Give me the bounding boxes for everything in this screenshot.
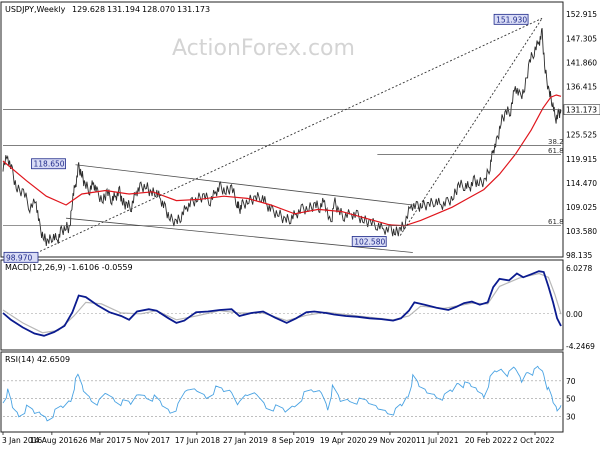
rsi-lines [2,365,562,422]
price-label: 102.580 [351,236,387,247]
macd-line [2,270,562,337]
rsi-y-tick: 30 [566,413,576,422]
price-label: 151.930 [493,13,529,25]
channel-line [75,164,413,206]
price-header-symbol: USDJPY,Weekly [5,5,66,14]
price-label: 98.970 [3,251,39,263]
price-y-tick: 119.915 [566,155,597,164]
price-header-close: 131.173 [177,5,210,14]
x-tick-label: 26 Mar 2017 [78,436,126,445]
price-label-text: 98.970 [6,253,32,262]
price-y-tick: 136.415 [566,83,597,92]
rsi-header: RSI(14) 42.6509 [5,355,70,364]
x-tick-label: 3 Jan 2016 [2,436,42,445]
rsi-panel-frame [0,351,564,433]
price-y-tick: 114.470 [566,179,597,188]
x-tick-label: 5 Nov 2017 [127,436,170,445]
price-label-text: 151.930 [496,15,527,24]
x-tick-label: 29 Nov 2020 [368,436,416,445]
moving-average-line [2,94,562,227]
channel-line [66,217,413,253]
price-y-tick: 141.860 [566,59,597,68]
macd-lines [2,270,562,337]
price-label-box [351,236,387,247]
price-y-tick: 98.135 [566,251,592,260]
x-tick-label: 14 Aug 2016 [30,436,78,445]
macd-signal-line [2,272,562,334]
trendline-dotted [39,17,543,252]
x-tick-label: 17 Jun 2018 [175,436,220,445]
rsi-line [2,365,562,422]
x-tick-label: 20 Feb 2022 [465,436,512,445]
price-y-tick: 131.173 [566,106,597,115]
price-header: USDJPY,Weekly 129.628 131.194 128.070 13… [5,5,210,14]
macd-y-tick: 6.0278 [566,264,592,273]
price-label: 118.650 [31,158,66,170]
price-y-tick: 109.025 [566,203,597,212]
macd-y-tick: -4.2469 [566,342,595,351]
fib-label: 61.8 [548,218,564,226]
fib-label: 61.8 [548,147,564,155]
rsi-y-tick: 70 [566,377,576,386]
price-label-box [3,251,39,263]
rsi-y-tick: 50 [566,395,576,404]
x-tick-label: 27 Jan 2019 [223,436,268,445]
current-price-tag [563,104,600,115]
fib-label: 38.2 [548,138,564,146]
price-panel-frame [0,1,564,258]
macd-header: MACD(12,26,9) -1.6106 -0.0559 [5,263,133,272]
x-tick-label: 2 Oct 2022 [513,436,555,445]
price-label-text: 102.580 [354,237,385,246]
price-y-tick: 125.525 [566,131,597,140]
price-label-box [493,13,529,25]
price-y-tick: 147.305 [566,35,597,44]
y-axes: 152.915 147.305 141.860 136.415 131.173 125.5… [563,10,600,422]
price-y-tick: 103.580 [566,227,597,236]
watermark-text: ActionForex.com [172,36,355,61]
macd-y-tick: 0.00 [566,310,583,319]
x-tick-label: 8 Sep 2019 [272,436,315,445]
price-series-line [2,27,562,246]
price-label-text: 118.650 [34,160,65,169]
x-tick-label: 11 Jul 2021 [416,436,459,445]
macd-panel-frame [0,259,564,351]
price-y-tick: 152.915 [566,10,597,19]
price-header-low: 128.070 [142,5,175,14]
x-tick-label: 19 Apr 2020 [320,436,367,445]
price-header-open: 129.628 [72,5,105,14]
price-label-box [31,158,66,170]
price-header-high: 131.194 [107,5,140,14]
trendline-dotted [399,18,543,236]
